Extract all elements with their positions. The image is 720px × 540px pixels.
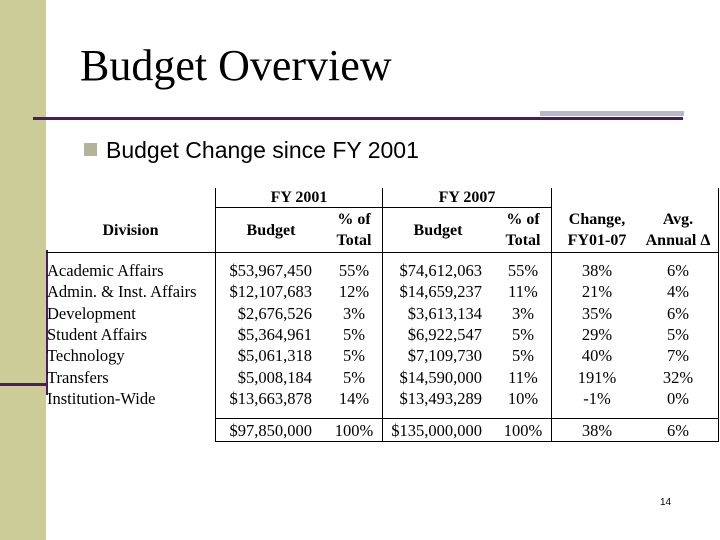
cell-pct-2007: 5% bbox=[512, 324, 534, 344]
cell-pct-2007: 55% bbox=[507, 261, 539, 280]
cell-pct-2001: 55% bbox=[338, 261, 370, 280]
cell-change: -1% bbox=[583, 388, 611, 408]
cell-budget-2001: $5,008,184 bbox=[237, 367, 312, 387]
header-division: Division bbox=[102, 222, 159, 239]
cell-change: 191% bbox=[577, 367, 617, 387]
square-bullet-icon bbox=[84, 143, 97, 157]
table-divider bbox=[718, 188, 719, 442]
cell-division: Admin. & Inst. Affairs bbox=[47, 282, 197, 302]
cell-avg-annual: 5% bbox=[667, 324, 689, 344]
total-pct-2001: 100% bbox=[334, 421, 374, 440]
total-budget-2007: $135,000,000 bbox=[391, 421, 482, 440]
header-pct-2007-line2: Total bbox=[505, 232, 541, 249]
cell-division: Student Affairs bbox=[47, 324, 148, 344]
header-pct-2001: % of bbox=[337, 211, 371, 228]
cell-change: 38% bbox=[581, 261, 613, 280]
page-number: 14 bbox=[660, 497, 672, 508]
total-avg-annual: 6% bbox=[667, 421, 689, 440]
cell-budget-2001: $12,107,683 bbox=[229, 282, 313, 302]
header-budget-2007: Budget bbox=[413, 222, 463, 239]
total-change: 38% bbox=[581, 421, 613, 440]
total-pct-2007: 100% bbox=[503, 421, 543, 440]
cell-division: Academic Affairs bbox=[47, 261, 164, 280]
cell-budget-2007: $13,493,289 bbox=[399, 388, 483, 408]
cell-division: Institution-Wide bbox=[47, 388, 156, 408]
cell-budget-2001: $13,663,878 bbox=[229, 388, 313, 408]
title-rule-accent bbox=[540, 111, 684, 116]
cell-budget-2007: $6,922,547 bbox=[407, 324, 482, 344]
header-pct-2001-line2: Total bbox=[336, 232, 372, 249]
accent-horizontal-stub bbox=[0, 383, 46, 386]
table-divider bbox=[382, 188, 383, 442]
header-pct-2007: % of bbox=[506, 211, 540, 228]
cell-avg-annual: 6% bbox=[667, 303, 689, 323]
table-divider bbox=[215, 441, 718, 442]
cell-avg-annual: 6% bbox=[667, 261, 689, 280]
table-divider bbox=[215, 207, 551, 208]
header-fy2001: FY 2001 bbox=[270, 189, 328, 206]
header-avg-annual-line2: Annual Δ bbox=[645, 232, 711, 249]
bullet-text: Budget Change since FY 2001 bbox=[106, 137, 419, 163]
header-change-line2: FY01-07 bbox=[567, 232, 627, 249]
table-divider bbox=[215, 188, 216, 442]
cell-change: 29% bbox=[581, 324, 613, 344]
cell-pct-2001: 5% bbox=[343, 324, 365, 344]
cell-pct-2007: 11% bbox=[508, 282, 538, 302]
table-divider bbox=[46, 252, 718, 253]
cell-pct-2001: 14% bbox=[338, 388, 370, 408]
cell-budget-2007: $14,590,000 bbox=[399, 367, 483, 387]
cell-pct-2007: 11% bbox=[508, 367, 538, 387]
header-change: Change, bbox=[568, 211, 626, 228]
accent-vertical-line bbox=[46, 250, 48, 395]
cell-avg-annual: 7% bbox=[667, 346, 689, 366]
cell-pct-2007: 5% bbox=[512, 346, 534, 366]
table-divider bbox=[215, 418, 718, 419]
cell-division: Technology bbox=[47, 346, 125, 366]
cell-avg-annual: 0% bbox=[667, 388, 689, 408]
cell-division: Development bbox=[47, 303, 136, 323]
cell-budget-2007: $3,613,134 bbox=[407, 303, 482, 323]
header-avg-annual: Avg. bbox=[662, 211, 694, 228]
cell-pct-2001: 3% bbox=[343, 303, 365, 323]
cell-budget-2007: $7,109,730 bbox=[407, 346, 482, 366]
table-divider bbox=[551, 188, 552, 442]
header-budget-2001: Budget bbox=[246, 222, 296, 239]
cell-avg-annual: 32% bbox=[662, 367, 694, 387]
cell-pct-2001: 5% bbox=[343, 346, 365, 366]
cell-pct-2001: 5% bbox=[343, 367, 365, 387]
cell-avg-annual: 4% bbox=[667, 282, 689, 302]
cell-pct-2007: 3% bbox=[512, 303, 534, 323]
cell-budget-2007: $14,659,237 bbox=[399, 282, 483, 302]
header-fy2007: FY 2007 bbox=[438, 189, 496, 206]
cell-pct-2007: 10% bbox=[507, 388, 539, 408]
cell-budget-2001: $5,364,961 bbox=[237, 324, 312, 344]
title-rule bbox=[33, 117, 683, 120]
cell-change: 21% bbox=[581, 282, 613, 302]
cell-division: Transfers bbox=[47, 367, 109, 387]
left-decor-bar bbox=[0, 0, 46, 540]
bullet-item: Budget Change since FY 2001 bbox=[84, 137, 419, 164]
cell-pct-2001: 12% bbox=[338, 282, 370, 302]
cell-change: 35% bbox=[581, 303, 613, 323]
cell-budget-2007: $74,612,063 bbox=[399, 261, 483, 280]
cell-budget-2001: $53,967,450 bbox=[229, 261, 313, 280]
slide-title: Budget Overview bbox=[80, 41, 392, 90]
total-budget-2001: $97,850,000 bbox=[229, 421, 313, 440]
cell-budget-2001: $5,061,318 bbox=[237, 346, 312, 366]
cell-change: 40% bbox=[581, 346, 613, 366]
cell-budget-2001: $2,676,526 bbox=[237, 303, 312, 323]
